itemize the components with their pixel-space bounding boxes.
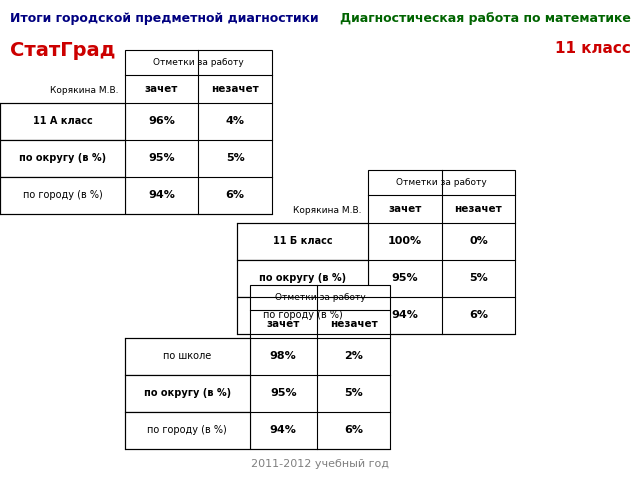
- Bar: [125, 338, 250, 375]
- Text: 11 класс: 11 класс: [554, 41, 630, 56]
- Text: 5%: 5%: [226, 153, 244, 163]
- Text: 0%: 0%: [469, 236, 488, 246]
- Bar: [125, 375, 250, 412]
- Bar: [0, 177, 125, 214]
- Text: Корякина М.В.: Корякина М.В.: [293, 206, 362, 215]
- Bar: [237, 297, 368, 334]
- Text: зачет: зачет: [145, 84, 179, 94]
- Text: Отметки за работу: Отметки за работу: [396, 178, 487, 187]
- Text: 96%: 96%: [148, 116, 175, 126]
- Text: 94%: 94%: [148, 190, 175, 200]
- Text: 98%: 98%: [270, 351, 296, 361]
- Text: 100%: 100%: [388, 236, 422, 246]
- Bar: [125, 50, 272, 214]
- Text: по городу (в %): по городу (в %): [147, 425, 227, 435]
- Bar: [0, 103, 125, 140]
- Text: 2%: 2%: [344, 351, 363, 361]
- Text: 95%: 95%: [392, 273, 418, 283]
- Text: СтатГрад: СтатГрад: [10, 41, 115, 60]
- Text: по округу (в %): по округу (в %): [259, 273, 346, 283]
- Text: Отметки за работу: Отметки за работу: [275, 293, 365, 302]
- Text: 6%: 6%: [344, 425, 363, 435]
- Text: 95%: 95%: [270, 388, 296, 398]
- Bar: [237, 223, 368, 260]
- Text: 4%: 4%: [226, 116, 244, 126]
- Text: 11 А класс: 11 А класс: [33, 116, 92, 126]
- Text: незачет: незачет: [454, 204, 502, 214]
- Text: незачет: незачет: [330, 319, 378, 329]
- Bar: [237, 260, 368, 297]
- Text: по школе: по школе: [163, 351, 211, 361]
- Text: 6%: 6%: [226, 190, 244, 200]
- Text: по округу (в %): по округу (в %): [143, 388, 231, 398]
- Text: по округу (в %): по округу (в %): [19, 153, 106, 163]
- Text: 11 Б класс: 11 Б класс: [273, 236, 332, 246]
- Text: 94%: 94%: [392, 310, 418, 320]
- Text: Диагностическая работа по математике: Диагностическая работа по математике: [340, 12, 630, 25]
- Bar: [0, 140, 125, 177]
- Bar: [125, 412, 250, 449]
- Text: зачет: зачет: [266, 319, 300, 329]
- Text: по городу (в %): по городу (в %): [262, 310, 342, 320]
- Text: незачет: незачет: [211, 84, 259, 94]
- Text: 94%: 94%: [270, 425, 296, 435]
- Text: 6%: 6%: [469, 310, 488, 320]
- Text: Отметки за работу: Отметки за работу: [153, 58, 244, 67]
- Text: Корякина М.В.: Корякина М.В.: [50, 86, 118, 95]
- Text: зачет: зачет: [388, 204, 422, 214]
- Text: 95%: 95%: [148, 153, 175, 163]
- Text: 5%: 5%: [344, 388, 363, 398]
- Text: по городу (в %): по городу (в %): [22, 190, 102, 200]
- Text: 5%: 5%: [469, 273, 488, 283]
- Bar: [250, 285, 390, 449]
- Bar: [368, 170, 515, 334]
- Text: 2011-2012 учебный год: 2011-2012 учебный год: [251, 459, 389, 469]
- Text: Итоги городской предметной диагностики: Итоги городской предметной диагностики: [10, 12, 318, 25]
